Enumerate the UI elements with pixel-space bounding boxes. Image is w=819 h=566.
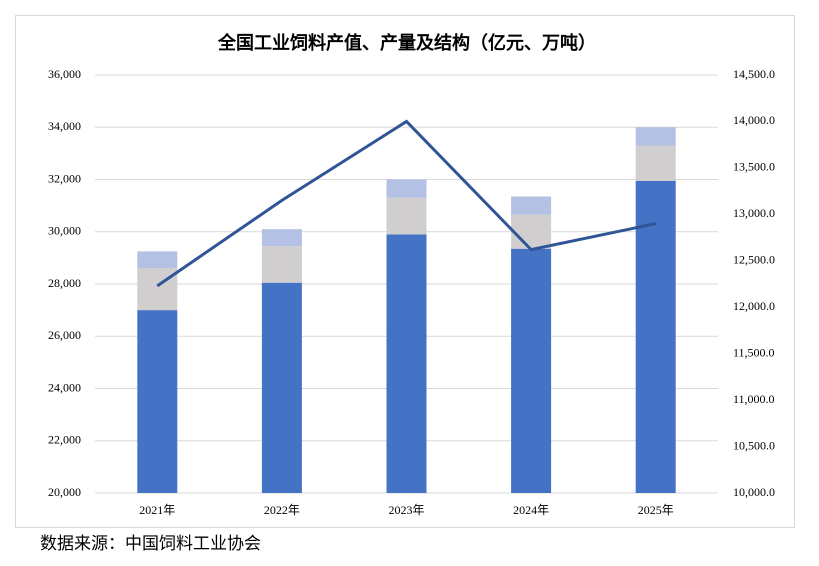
y2-tick-label: 13,500.0: [733, 160, 775, 174]
y2-tick-label: 12,000.0: [733, 299, 775, 313]
bar-segment: [261, 246, 302, 283]
bar-segment: [511, 196, 552, 215]
y2-tick-label: 10,000.0: [733, 485, 775, 499]
bar-segment: [386, 179, 427, 198]
bar-segment: [386, 197, 427, 235]
bar-segment: [386, 234, 427, 494]
y-tick-label: 32,000: [48, 171, 81, 185]
y2-tick-label: 12,500.0: [733, 253, 775, 267]
y2-tick-label: 11,500.0: [733, 345, 775, 359]
line-series: [156, 119, 657, 288]
y-tick-label: 20,000: [48, 485, 81, 499]
y-tick-label: 22,000: [48, 433, 81, 447]
x-tick-label: 2021年: [139, 503, 175, 517]
chart-title: 全国工业饲料产值、产量及结构（亿元、万吨）: [217, 32, 596, 53]
y-tick-label: 30,000: [48, 224, 81, 238]
y2-tick-label: 10,500.0: [733, 438, 775, 452]
x-tick-label: 2023年: [388, 503, 424, 517]
source-note: 数据来源：中国饲料工业协会: [40, 534, 261, 553]
y-tick-label: 26,000: [48, 328, 81, 342]
y2-tick-label: 14,500.0: [733, 67, 775, 81]
bar-segment: [137, 310, 178, 493]
bar-segment: [635, 180, 676, 493]
x-tick-label: 2024年: [513, 503, 549, 517]
y-tick-label: 36,000: [48, 67, 81, 81]
bar-segment: [261, 282, 302, 493]
bar-segment: [635, 145, 676, 181]
y2-tick-label: 11,000.0: [733, 392, 775, 406]
x-tick-label: 2022年: [264, 503, 300, 517]
bar-segment: [635, 127, 676, 146]
bar-segment: [511, 214, 552, 249]
x-tick-label: 2025年: [638, 503, 674, 517]
bar-segment: [261, 229, 302, 247]
y-tick-label: 34,000: [48, 119, 81, 133]
y-tick-label: 24,000: [48, 380, 81, 394]
bar-segment: [511, 248, 552, 493]
y-tick-label: 28,000: [48, 276, 81, 290]
y2-tick-label: 13,000.0: [733, 206, 775, 220]
bar-segment: [137, 251, 178, 269]
y2-tick-label: 14,000.0: [733, 113, 775, 127]
